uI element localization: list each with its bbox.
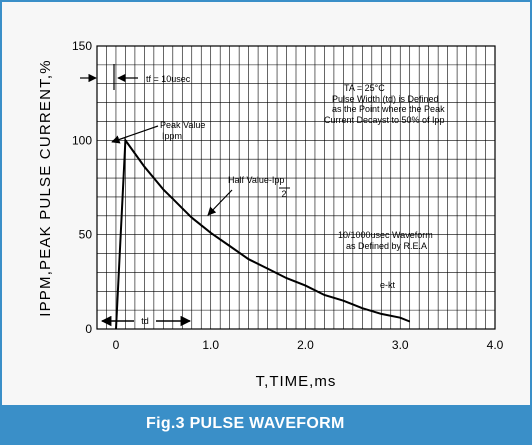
x-tick-label: 4.0 <box>487 338 504 352</box>
half-value-arrow <box>207 189 233 216</box>
x-axis-label: T,TIME,ms <box>256 373 337 390</box>
waveform-def-line-1: 10/1000usec Waveform <box>338 230 433 240</box>
ekt-label: e-kt <box>380 280 396 290</box>
peak-arrow <box>111 125 159 144</box>
y-tick-label: 50 <box>79 228 93 242</box>
y-tick-label: 150 <box>72 39 92 53</box>
y-tick-label: 100 <box>72 133 92 147</box>
pulse-waveform-chart: 0 1.0 2.0 3.0 4.0 0 50 100 150 T,TIME,ms IPPM,PE… <box>37 39 504 390</box>
tick-labels: 0 1.0 2.0 3.0 4.0 0 50 100 150 <box>72 39 504 352</box>
caption-text: Fig.3 PULSE WAVEFORM <box>146 415 345 432</box>
peak-label-2: Ippm <box>162 131 182 141</box>
x-tick-label: 1.0 <box>202 338 219 352</box>
y-axis-label: IPPM,PEAK PULSE CURRENT,% <box>37 59 54 317</box>
figure-caption: Fig.3 PULSE WAVEFORM <box>2 405 530 443</box>
td-label: td <box>141 316 149 326</box>
half-value-label: Half Value-Ipp <box>228 175 284 185</box>
ta-label: TA = 25°C <box>344 83 385 93</box>
waveform-def-line-2: as Defined by R.E.A <box>346 241 427 251</box>
waveform-curve <box>115 137 411 330</box>
peak-label-1: Peak Value <box>160 120 205 130</box>
desc-line-2: as the Point where the Peak <box>332 104 445 114</box>
y-tick-label: 0 <box>85 322 92 336</box>
desc-line-3: Current Decayst to 50% of Ipp <box>324 115 445 125</box>
desc-line-1: Pulse Width (td) is Defined <box>332 94 439 104</box>
x-tick-label: 0 <box>113 338 120 352</box>
tf-label: tf = 10usec <box>146 74 191 84</box>
x-tick-label: 3.0 <box>392 338 409 352</box>
grid-lines <box>97 46 495 329</box>
x-tick-label: 2.0 <box>297 338 314 352</box>
half-value-denominator: 2 <box>281 189 286 199</box>
